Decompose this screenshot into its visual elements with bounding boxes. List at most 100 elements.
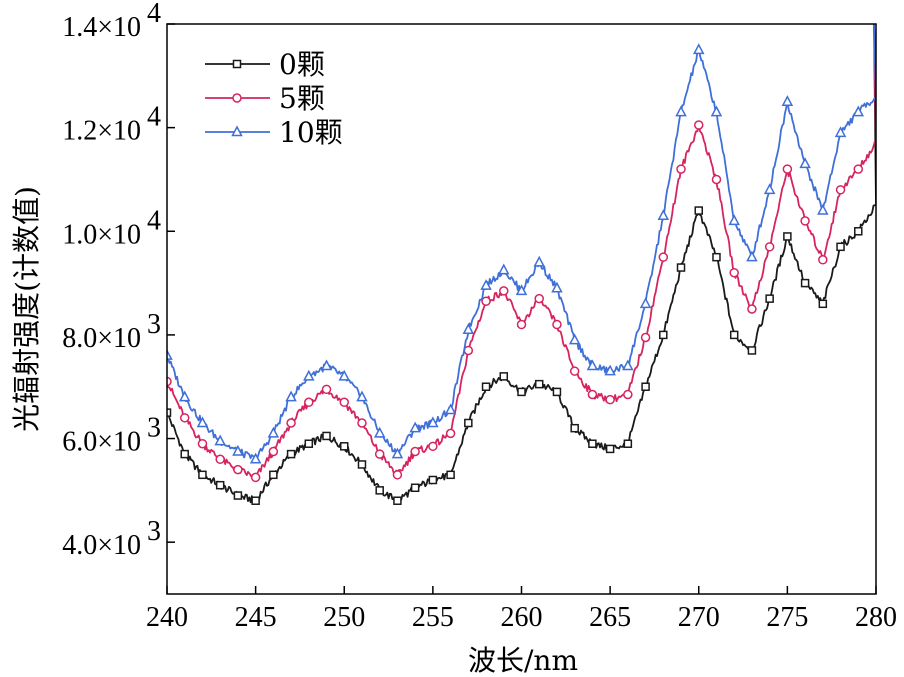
data-point bbox=[517, 387, 526, 397]
series-markers-2 bbox=[167, 43, 865, 464]
data-point bbox=[694, 206, 703, 215]
data-point bbox=[356, 390, 368, 402]
data-point bbox=[515, 284, 528, 296]
data-point bbox=[464, 418, 473, 428]
data-point bbox=[835, 185, 846, 195]
data-point bbox=[215, 454, 225, 465]
data-point bbox=[675, 105, 687, 117]
data-point bbox=[623, 389, 633, 400]
x-tick-label: 270 bbox=[678, 602, 720, 633]
data-point bbox=[852, 105, 865, 117]
data-point bbox=[782, 164, 793, 174]
data-point bbox=[373, 426, 386, 438]
data-point bbox=[729, 267, 739, 278]
data-point bbox=[409, 421, 421, 433]
y-tick-exponent: 4 bbox=[147, 102, 161, 133]
data-point bbox=[763, 183, 776, 195]
data-point bbox=[658, 252, 669, 262]
data-point bbox=[167, 376, 172, 387]
data-point bbox=[693, 43, 705, 55]
data-point bbox=[729, 330, 739, 340]
data-point bbox=[764, 242, 775, 252]
data-point bbox=[267, 426, 280, 438]
y-tick-exponent: 3 bbox=[147, 413, 161, 444]
data-point bbox=[817, 203, 829, 215]
data-point bbox=[214, 434, 226, 446]
data-point bbox=[410, 483, 420, 493]
data-point bbox=[375, 486, 384, 495]
series-group bbox=[167, 24, 876, 505]
x-tick-label: 255 bbox=[412, 602, 454, 633]
y-axis-title: 光辐射强度(计数值) bbox=[10, 186, 43, 432]
data-point bbox=[781, 95, 794, 106]
data-point bbox=[462, 323, 475, 334]
data-point bbox=[605, 444, 615, 454]
data-point bbox=[516, 319, 527, 330]
data-point bbox=[392, 470, 403, 480]
data-point bbox=[765, 294, 774, 303]
plot-frame bbox=[166, 23, 877, 595]
data-point bbox=[854, 227, 863, 236]
y-tick-label: 8.0×10 bbox=[62, 323, 141, 354]
data-point bbox=[694, 120, 704, 130]
x-tick-label: 250 bbox=[323, 602, 365, 633]
data-point bbox=[303, 369, 315, 381]
data-point bbox=[710, 105, 723, 117]
data-point bbox=[232, 444, 244, 456]
data-point bbox=[428, 475, 438, 485]
data-point bbox=[357, 418, 367, 428]
series-markers-0 bbox=[167, 206, 863, 505]
data-point bbox=[746, 250, 758, 262]
x-tick-label: 240 bbox=[146, 602, 188, 633]
data-point bbox=[481, 382, 491, 391]
y-tick-label: 1.0×10 bbox=[62, 219, 141, 250]
x-tick-label: 280 bbox=[855, 602, 897, 633]
data-point bbox=[391, 447, 404, 459]
data-point bbox=[783, 232, 792, 241]
data-point bbox=[167, 408, 172, 417]
data-point bbox=[552, 319, 562, 330]
y-tick-label: 6.0×10 bbox=[62, 427, 141, 458]
data-point bbox=[712, 252, 721, 262]
y-tick-exponent: 4 bbox=[147, 0, 161, 29]
data-point bbox=[568, 333, 581, 345]
data-point bbox=[586, 359, 599, 371]
x-axis-label: 波长/nm bbox=[468, 644, 578, 677]
data-point bbox=[534, 379, 544, 389]
y-axis-label: 光辐射强度(计数值) bbox=[10, 186, 43, 432]
data-point bbox=[604, 364, 616, 376]
data-point bbox=[393, 496, 402, 505]
data-point bbox=[605, 394, 615, 405]
data-point bbox=[198, 470, 207, 480]
data-point bbox=[338, 369, 350, 381]
data-point bbox=[180, 449, 189, 459]
data-point bbox=[339, 397, 349, 408]
data-point bbox=[657, 209, 670, 220]
data-point bbox=[320, 359, 333, 371]
data-point bbox=[588, 439, 597, 448]
data-point bbox=[836, 242, 845, 252]
y-tick-exponent: 3 bbox=[147, 516, 161, 547]
data-point bbox=[445, 428, 456, 439]
data-point bbox=[340, 442, 349, 451]
data-point bbox=[304, 397, 314, 408]
data-point bbox=[304, 439, 314, 448]
data-point bbox=[285, 390, 297, 402]
data-point bbox=[711, 174, 722, 185]
legend-marker bbox=[232, 93, 242, 103]
data-point bbox=[178, 390, 191, 402]
data-point bbox=[446, 470, 455, 480]
legend-label: 5颗 bbox=[279, 82, 325, 115]
data-point bbox=[533, 255, 545, 267]
legend-label: 0颗 bbox=[279, 48, 325, 81]
data-point bbox=[374, 449, 385, 459]
data-point bbox=[641, 382, 650, 391]
x-tick-label: 265 bbox=[589, 602, 631, 633]
data-point bbox=[499, 286, 509, 296]
series-line-2 bbox=[167, 24, 876, 464]
data-point bbox=[427, 416, 439, 428]
data-point bbox=[499, 372, 509, 381]
y-tick-exponent: 3 bbox=[147, 309, 161, 340]
